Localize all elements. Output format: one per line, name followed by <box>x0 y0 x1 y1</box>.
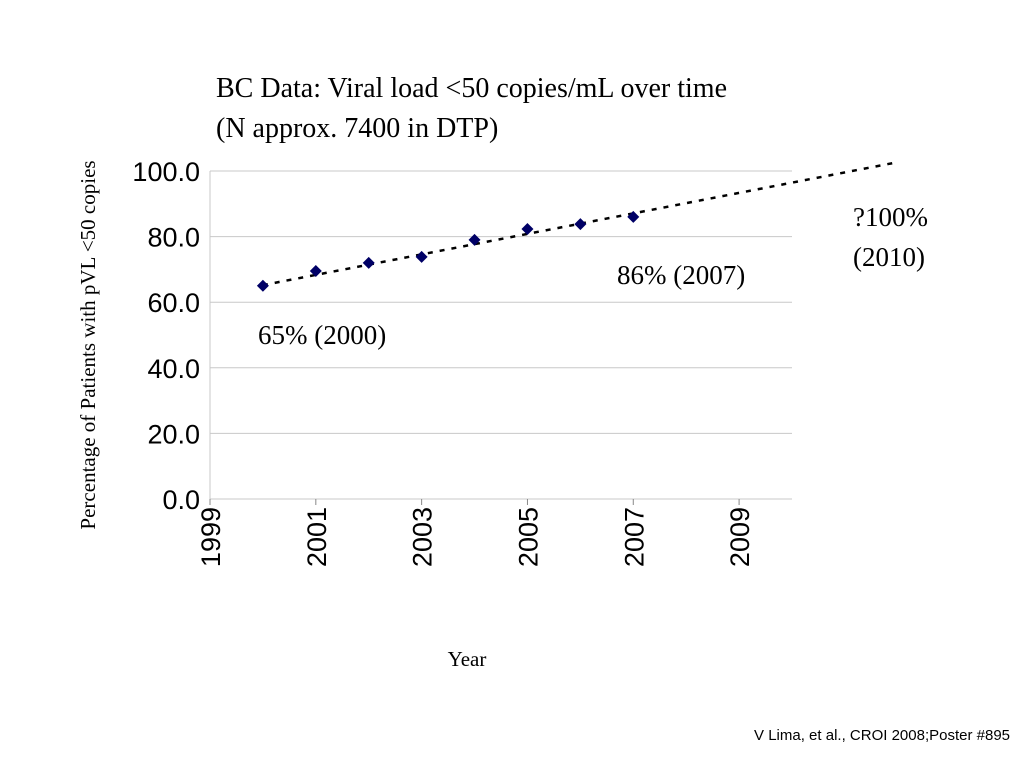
point <box>362 256 375 269</box>
point <box>415 250 428 263</box>
x-tick-label: 2005 <box>513 507 543 567</box>
point <box>468 233 481 246</box>
x-axis-label: Year <box>448 647 487 671</box>
y-axis-label: Percentage of Patients with pVL <50 copi… <box>76 160 100 529</box>
chart-subtitle: (N approx. 7400 in DTP) <box>216 113 498 144</box>
point <box>256 279 269 292</box>
point <box>309 265 322 278</box>
y-tick-label: 0.0 <box>162 485 200 515</box>
source: V Lima, et al., CROI 2008;Poster #895 <box>754 727 1010 744</box>
chart-title: BC Data: Viral load <50 copies/mL over t… <box>216 73 727 104</box>
point <box>574 218 587 231</box>
y-tick-label: 80.0 <box>147 223 200 253</box>
y-tick-label: 40.0 <box>147 354 200 384</box>
x-tick-label: 1999 <box>196 507 226 567</box>
annotation: ?100% <box>853 202 928 232</box>
x-tick-label: 2009 <box>725 507 755 567</box>
y-tick-label: 100.0 <box>132 157 200 187</box>
y-tick-label: 60.0 <box>147 288 200 318</box>
annotation: 65% (2000) <box>258 320 386 350</box>
x-tick-label: 2007 <box>619 507 649 567</box>
point <box>627 210 640 223</box>
annotation: 86% (2007) <box>617 260 745 290</box>
annotation: (2010) <box>853 242 925 272</box>
x-tick-label: 2003 <box>408 507 438 567</box>
point <box>521 223 534 236</box>
y-tick-label: 20.0 <box>147 419 200 449</box>
x-tick-label: 2001 <box>302 507 332 567</box>
